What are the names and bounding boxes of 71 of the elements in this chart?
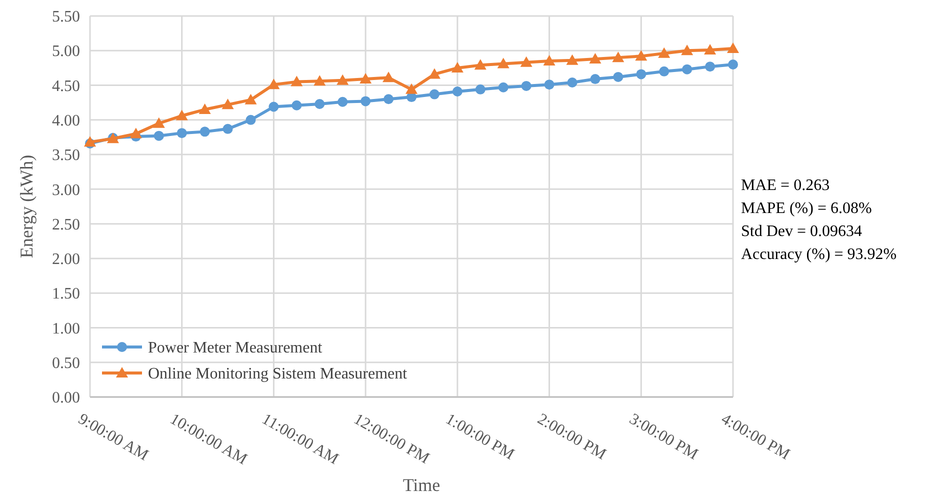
- y-tick-label: 2.00: [52, 251, 80, 268]
- point: [429, 89, 440, 100]
- point: [543, 55, 556, 66]
- y-tick-label: 0.50: [52, 354, 80, 372]
- point: [566, 54, 578, 65]
- point: [727, 42, 739, 54]
- point: [474, 59, 486, 70]
- y-tick-label: 3.00: [52, 182, 80, 199]
- y-tick-label: 5.50: [52, 8, 80, 26]
- point: [636, 69, 646, 80]
- point: [382, 72, 395, 82]
- point: [244, 94, 257, 104]
- point: [544, 80, 554, 90]
- point: [360, 96, 371, 106]
- point: [336, 74, 349, 85]
- point: [590, 74, 600, 84]
- point: [728, 59, 738, 70]
- point: [521, 80, 532, 91]
- point: [520, 56, 532, 67]
- point: [314, 98, 325, 109]
- point: [451, 62, 464, 72]
- y-tick-label: 1.00: [52, 320, 80, 338]
- point: [152, 117, 165, 128]
- point: [705, 62, 716, 72]
- point: [612, 52, 624, 62]
- point: [222, 124, 233, 134]
- text: MAPE (%) = 6.08%: [741, 200, 872, 217]
- point: [176, 110, 188, 120]
- point: [200, 126, 210, 137]
- point: [292, 100, 302, 110]
- point: [452, 86, 462, 97]
- point: [154, 130, 164, 141]
- point: [613, 72, 624, 82]
- point: [130, 128, 142, 138]
- text: MAE = 0.263: [741, 177, 830, 194]
- point: [222, 98, 234, 110]
- text: Accuracy (%) = 93.92%: [741, 246, 897, 263]
- point: [198, 104, 211, 114]
- x-axis-title: Time: [402, 475, 440, 495]
- point: [338, 96, 348, 107]
- point: [246, 114, 256, 125]
- point: [268, 102, 279, 112]
- y-tick-label: 2.50: [52, 216, 80, 234]
- y-axis-title: Energy (kWh): [16, 154, 36, 258]
- point: [314, 75, 326, 86]
- point: [475, 84, 486, 94]
- point: [567, 78, 578, 88]
- point: [589, 52, 602, 64]
- point: [658, 47, 670, 58]
- point: [498, 82, 508, 92]
- y-tick-label: 3.50: [52, 147, 80, 164]
- point: [176, 128, 187, 138]
- y-tick-label: 1.50: [52, 286, 80, 303]
- y-tick-label: 0.00: [52, 390, 80, 407]
- point: [681, 44, 694, 56]
- point: [659, 66, 670, 76]
- y-tick-label: 4.00: [52, 112, 80, 130]
- point: [635, 50, 648, 61]
- point: [704, 44, 716, 54]
- legend-label: Power Meter Measurement: [148, 340, 323, 357]
- point: [682, 64, 692, 74]
- text: Std Dev = 0.09634: [741, 223, 862, 240]
- y-tick-label: 4.50: [52, 78, 80, 95]
- point: [497, 58, 510, 68]
- point: [384, 94, 394, 104]
- y-tick-label: 5.00: [52, 43, 80, 60]
- point: [360, 73, 372, 84]
- point: [290, 76, 303, 86]
- point: [268, 78, 280, 90]
- legend-label: Online Monitoring Sistem Measurement: [148, 366, 408, 383]
- point: [406, 83, 418, 94]
